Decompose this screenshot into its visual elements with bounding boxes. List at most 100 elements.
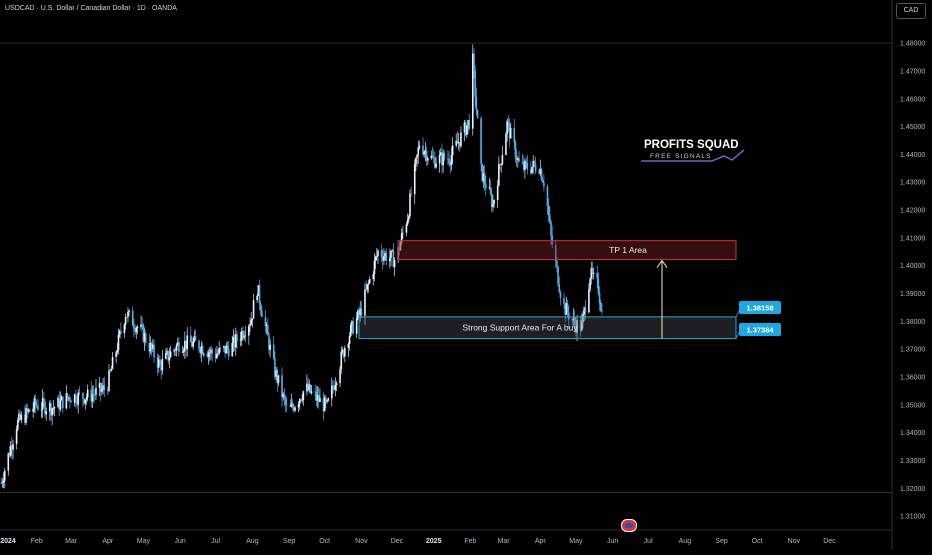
candle-body <box>182 350 185 352</box>
candle-body <box>37 405 39 410</box>
candle-body <box>274 358 276 377</box>
candle-body <box>19 413 21 420</box>
candle-body <box>322 397 325 412</box>
candle-body <box>268 335 270 350</box>
x-tick-label: Dec <box>391 538 404 545</box>
candle-body <box>275 370 277 377</box>
candle-body <box>409 193 411 217</box>
candle-body <box>558 285 561 293</box>
y-tick-label: 1.43000 <box>900 180 925 187</box>
candle-body <box>458 142 461 147</box>
candle-body <box>45 411 48 415</box>
candle-body <box>178 342 180 352</box>
candle-body <box>327 398 330 401</box>
candle-body <box>149 343 152 352</box>
candle-body <box>384 253 386 257</box>
candle-body <box>143 333 146 342</box>
candle-body <box>210 349 212 353</box>
candle-body <box>173 349 175 352</box>
candle-body <box>266 324 269 336</box>
candle-body <box>203 353 205 355</box>
candle-body <box>342 349 345 357</box>
candle-body <box>12 444 14 450</box>
x-tick-label: Aug <box>246 538 259 545</box>
candle-body <box>298 399 301 404</box>
x-tick-label: Sep <box>715 538 728 545</box>
candle-body <box>251 318 254 321</box>
candle-body <box>223 345 225 349</box>
candle-body <box>66 393 69 399</box>
candle-body <box>285 404 288 406</box>
candle-body <box>513 127 516 143</box>
candle-body <box>597 278 600 294</box>
candle-body <box>435 163 437 168</box>
candle-body <box>341 349 344 352</box>
candle-body <box>355 318 358 334</box>
candle-body <box>76 402 78 405</box>
y-tick-label: 1.42000 <box>900 208 925 215</box>
candle-body <box>485 183 487 189</box>
candle-body <box>398 246 401 251</box>
candle-body <box>319 397 321 403</box>
candle-body <box>28 409 31 412</box>
candle-body <box>140 324 142 328</box>
candle-body <box>184 340 186 351</box>
candle-body <box>211 349 213 354</box>
candle-body <box>58 397 61 410</box>
candle-body <box>127 311 129 318</box>
candle-body <box>67 397 70 399</box>
candle-body <box>309 384 312 393</box>
candle-body <box>442 152 444 166</box>
candle-body <box>159 359 161 365</box>
candle-body <box>165 352 167 359</box>
candle-body <box>525 160 527 164</box>
candle-body <box>556 261 558 267</box>
candle-body <box>191 342 193 347</box>
candle-body <box>566 303 569 313</box>
candle-body <box>102 385 104 390</box>
candle-body <box>73 394 76 403</box>
candle-body <box>199 349 202 354</box>
currency-badge[interactable]: CAD <box>896 3 926 19</box>
candle-body <box>521 161 524 164</box>
candle-body <box>358 310 360 316</box>
candle-body <box>115 352 117 357</box>
brand-swoosh <box>641 149 745 162</box>
candle-body <box>27 409 30 412</box>
candle-body <box>584 307 587 313</box>
candle-body <box>367 283 370 285</box>
candle-body <box>291 403 294 407</box>
candle-body <box>133 325 135 329</box>
candle-body <box>410 193 412 195</box>
candle-body <box>415 158 417 165</box>
candle-body <box>77 392 80 405</box>
candle-body <box>393 260 396 268</box>
candle-body <box>236 334 238 341</box>
candle-body <box>534 164 537 172</box>
candle-body <box>517 158 519 161</box>
candle-body <box>207 352 210 357</box>
candle-body <box>515 158 518 161</box>
x-tick-label: May <box>137 538 151 545</box>
candle-body <box>455 140 457 146</box>
candle-body <box>198 340 200 350</box>
candle-body <box>406 219 409 225</box>
candle-body <box>9 445 12 456</box>
candle-body <box>86 389 89 398</box>
x-tick-label: 2024 <box>0 538 16 545</box>
candle-body <box>546 186 549 206</box>
candle-body <box>457 142 460 144</box>
candle-body <box>471 53 474 129</box>
candle-body <box>60 396 63 401</box>
candle-body <box>142 325 145 342</box>
chart-title: USDCAD · U.S. Dollar / Canadian Dollar ·… <box>5 5 177 12</box>
candle-body <box>118 330 121 335</box>
us-flag-icon[interactable] <box>621 519 637 532</box>
candle-body <box>381 256 384 261</box>
candle-body <box>15 429 18 445</box>
candle-body <box>70 400 72 403</box>
candle-body <box>418 145 421 148</box>
candle-body <box>368 279 371 284</box>
